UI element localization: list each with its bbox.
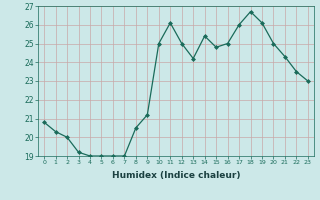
X-axis label: Humidex (Indice chaleur): Humidex (Indice chaleur) bbox=[112, 171, 240, 180]
